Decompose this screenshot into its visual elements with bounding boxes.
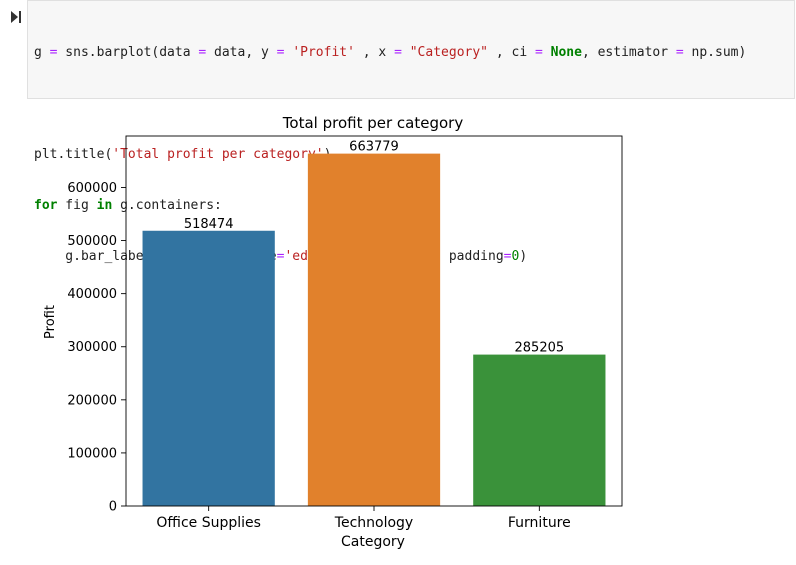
code-token: for: [34, 198, 58, 213]
code-token: in: [96, 198, 113, 213]
code-line: g = sns.barplot(data = data, y = 'Profit…: [34, 44, 794, 61]
code-token: sns.barplot(data: [57, 45, 199, 60]
code-token: 'Total profit per category': [112, 147, 324, 162]
code-token: , estimator: [581, 45, 676, 60]
y-axis-label: Profit: [43, 305, 58, 339]
code-token: plt.title(: [34, 147, 113, 162]
x-axis-label: Category: [341, 534, 405, 550]
code-token: g.containers:: [112, 198, 222, 213]
plot-frame: [125, 135, 623, 507]
y-tick-label: 300000: [67, 340, 117, 355]
code-token: =: [49, 45, 58, 60]
y-tick-label: 100000: [67, 446, 117, 461]
y-tick-label: 0: [109, 500, 117, 515]
code-token: 0: [511, 249, 520, 264]
code-token: np.sum): [683, 45, 747, 60]
y-tick-label: 500000: [67, 234, 117, 249]
code-token: =: [394, 45, 402, 60]
x-tick-label: Technology: [334, 515, 413, 531]
bar-value-label: 518474: [184, 217, 234, 232]
code-token: =: [198, 45, 207, 60]
code-line: plt.title('Total profit per category'): [34, 146, 794, 163]
bar-furniture: [473, 354, 606, 506]
code-token: data, y: [206, 45, 277, 60]
code-token: , x: [354, 45, 395, 60]
code-token: [402, 45, 410, 60]
code-token: =: [276, 249, 285, 264]
code-cell[interactable]: g = sns.barplot(data = data, y = 'Profit…: [27, 0, 795, 264]
y-ticks-layer: 0 100000 200000 300000 400000 500000 600000: [67, 181, 126, 515]
bar-value-label: 285205: [515, 341, 565, 356]
code-token: =: [675, 45, 684, 60]
code-token: =: [503, 249, 512, 264]
code-line: for fig in g.containers:: [34, 197, 794, 214]
y-tick-label: 400000: [67, 287, 117, 302]
code-token: =: [534, 45, 543, 60]
bar-technology: [307, 153, 441, 506]
bars-layer: 518474 663779 285205: [142, 140, 606, 506]
x-tick-label: Office Supplies: [156, 515, 261, 531]
y-tick-label: 200000: [67, 393, 117, 408]
code-token: ): [519, 249, 528, 264]
code-token: g: [34, 45, 50, 60]
run-cell-icon[interactable]: [10, 10, 22, 24]
x-tick-label: Furniture: [508, 515, 571, 531]
code-token: None: [550, 45, 582, 60]
bar-office-supplies: [142, 230, 275, 506]
code-token: "Category": [409, 45, 489, 60]
bar-chart: Total profit per category Profit Categor…: [43, 114, 623, 550]
code-token: , ci: [488, 45, 535, 60]
code-token: fig: [57, 198, 97, 213]
code-token: =: [276, 45, 285, 60]
chart-title: Total profit per category: [282, 114, 464, 132]
code-token: [543, 45, 551, 60]
y-tick-label: 600000: [67, 181, 117, 196]
bar-value-label: 663779: [349, 140, 399, 155]
code-token: 'Profit': [292, 45, 355, 60]
x-ticks-layer: Office Supplies Technology Furniture: [156, 506, 571, 531]
